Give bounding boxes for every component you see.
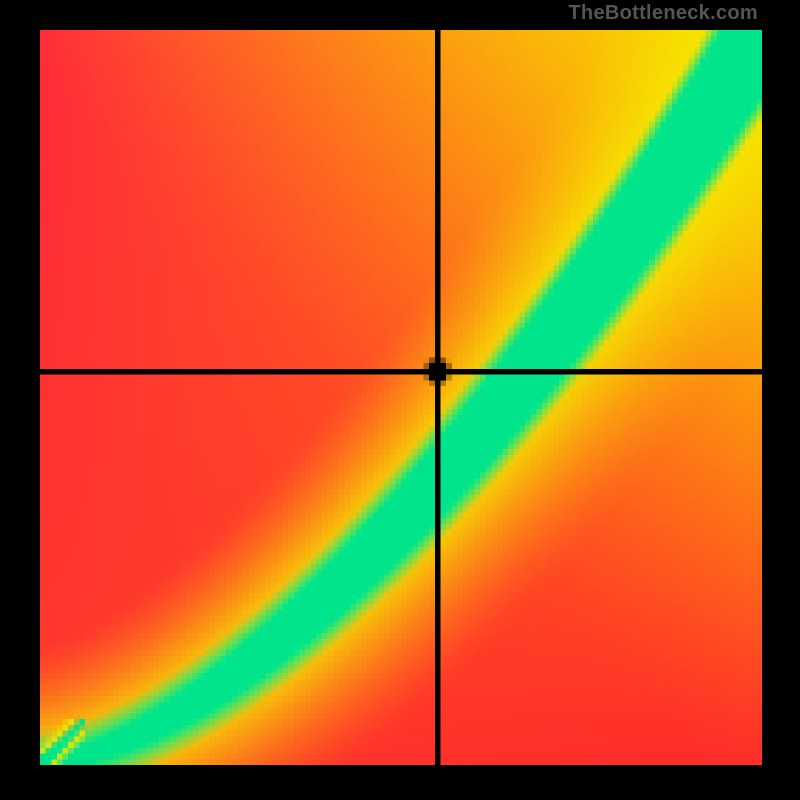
chart-frame: TheBottleneck.com <box>0 0 800 800</box>
bottleneck-heatmap <box>40 30 762 765</box>
watermark-text: TheBottleneck.com <box>568 2 758 25</box>
